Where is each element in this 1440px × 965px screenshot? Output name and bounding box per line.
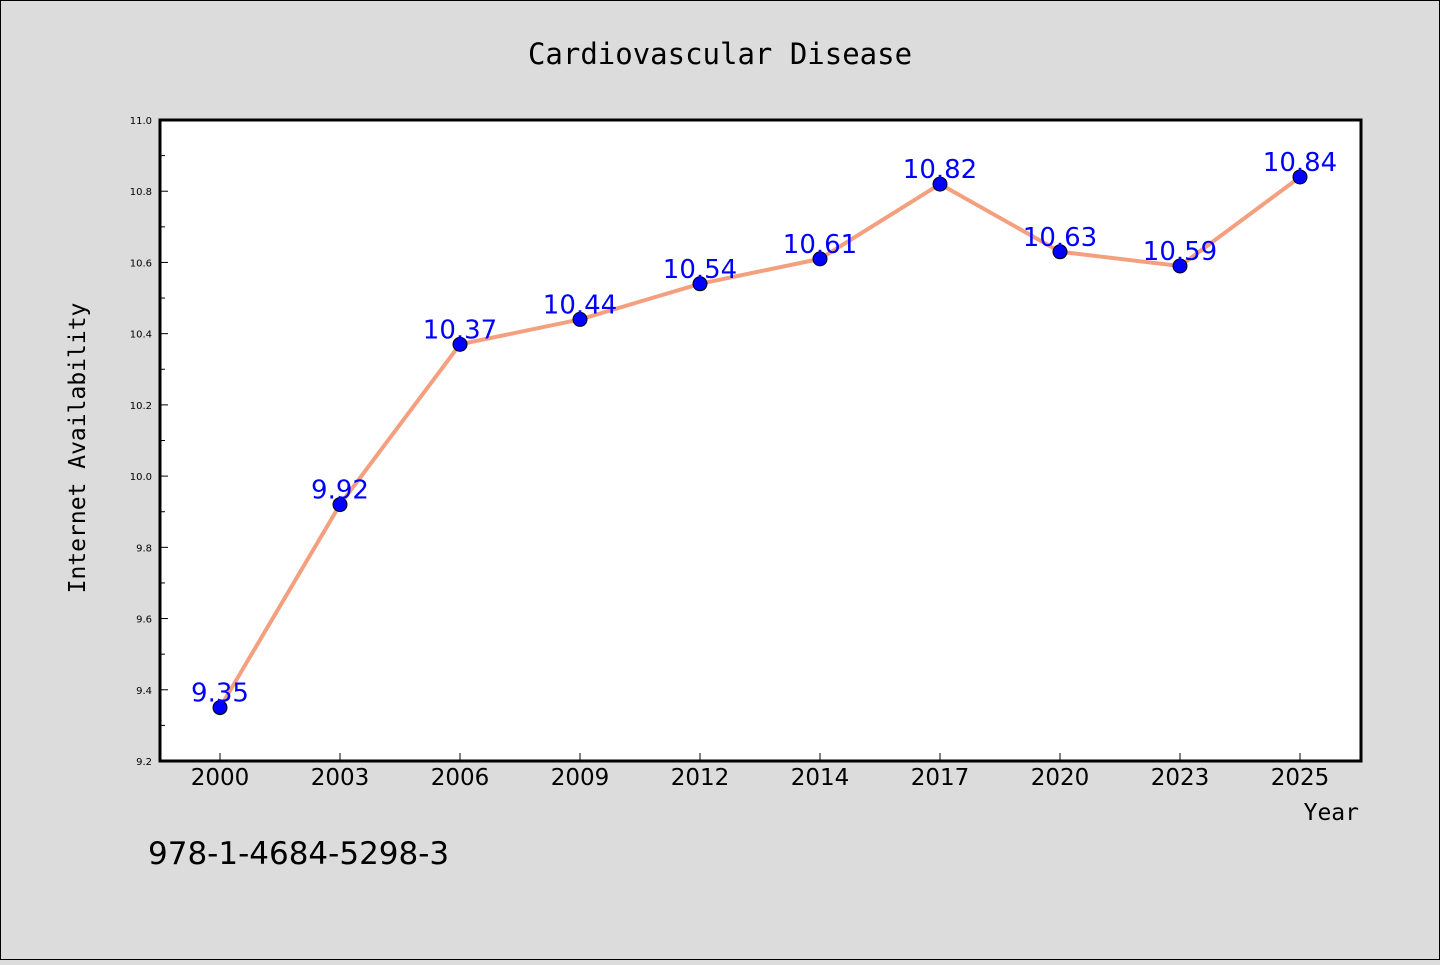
data-label: 10.59 bbox=[1143, 237, 1217, 267]
x-tick-label: 2003 bbox=[311, 765, 370, 791]
x-tick-label: 2023 bbox=[1151, 765, 1210, 791]
data-point bbox=[812, 251, 828, 267]
series-line bbox=[218, 175, 1302, 709]
data-point bbox=[212, 700, 228, 716]
chart-title: Cardiovascular Disease bbox=[528, 37, 912, 71]
data-point bbox=[932, 176, 948, 192]
data-point bbox=[1292, 169, 1308, 185]
data-point bbox=[692, 276, 708, 292]
y-tick-label: 10.0 bbox=[130, 472, 152, 483]
x-tick-label: 2020 bbox=[1031, 765, 1090, 791]
y-axis: 9.2 9.4 9.6 9.8 10.0 10.2 10.4 10.6 10.8 11.0 bbox=[130, 116, 168, 768]
x-axis-title: Year bbox=[1304, 800, 1359, 826]
data-label: 10.54 bbox=[663, 255, 737, 285]
data-label: 9.35 bbox=[191, 679, 249, 709]
data-label: 9.92 bbox=[311, 476, 369, 506]
x-tick-label: 2025 bbox=[1271, 765, 1330, 791]
data-point bbox=[452, 336, 468, 352]
x-tick-label: 2000 bbox=[191, 765, 250, 791]
data-label: 10.61 bbox=[783, 230, 857, 260]
data-label: 10.37 bbox=[423, 315, 497, 345]
y-tick-label: 9.2 bbox=[136, 757, 152, 768]
data-point bbox=[332, 497, 348, 513]
plot-area bbox=[158, 118, 1363, 763]
data-point bbox=[1052, 244, 1068, 260]
data-point bbox=[572, 311, 588, 327]
y-tick-label: 9.8 bbox=[136, 543, 152, 554]
series-group: 9.35 9.92 10.37 10.44 10.54 10.61 10.82 10.63 10… bbox=[191, 148, 1337, 716]
y-axis-title: Internet Availability bbox=[65, 303, 91, 594]
y-tick-label: 10.4 bbox=[130, 330, 152, 341]
y-tick-label: 10.6 bbox=[130, 258, 152, 269]
x-axis: 2000 2003 2006 2009 2012 2014 2017 2020 2023 2025 bbox=[191, 753, 1330, 791]
data-label: 10.44 bbox=[543, 290, 617, 320]
y-tick-label: 10.2 bbox=[130, 401, 152, 412]
data-label: 10.84 bbox=[1263, 148, 1337, 178]
data-point bbox=[1172, 258, 1188, 274]
y-tick-label: 10.8 bbox=[130, 187, 152, 198]
data-label: 10.63 bbox=[1023, 223, 1097, 253]
y-tick-label: 9.4 bbox=[136, 686, 152, 697]
data-label: 10.82 bbox=[903, 155, 977, 185]
x-tick-label: 2006 bbox=[431, 765, 490, 791]
y-tick-label: 11.0 bbox=[130, 116, 152, 127]
x-tick-label: 2009 bbox=[551, 765, 610, 791]
x-tick-label: 2017 bbox=[911, 765, 970, 791]
x-tick-label: 2014 bbox=[791, 765, 850, 791]
x-tick-label: 2012 bbox=[671, 765, 730, 791]
y-tick-label: 9.6 bbox=[136, 615, 152, 626]
isbn-text: 978-1-4684-5298-3 bbox=[148, 836, 449, 872]
